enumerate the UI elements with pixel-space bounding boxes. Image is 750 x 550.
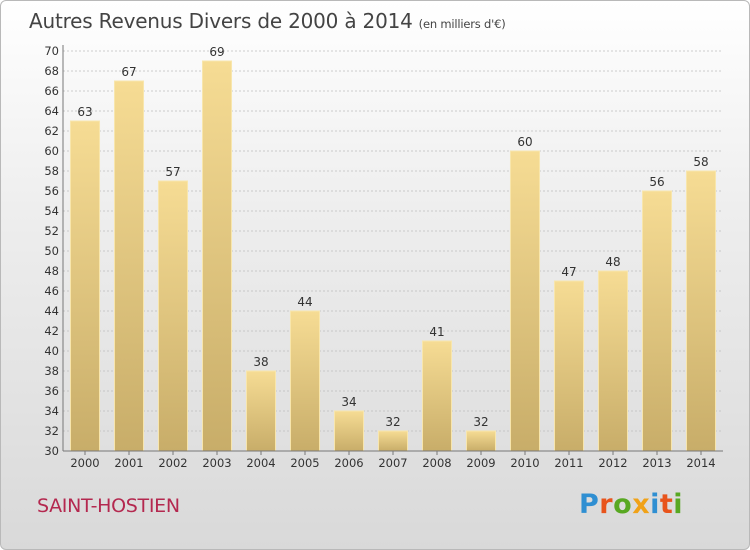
x-tick-label: 2010 bbox=[510, 456, 539, 470]
bar bbox=[597, 270, 629, 452]
y-tick-label: 56 bbox=[44, 184, 59, 198]
bar-value-label: 41 bbox=[429, 325, 444, 339]
logo-letter: i bbox=[650, 489, 660, 520]
proxiti-logo: Proxiti bbox=[579, 489, 683, 520]
logo-letter: x bbox=[632, 489, 651, 520]
bar-value-label: 57 bbox=[165, 165, 180, 179]
x-tick-label: 2012 bbox=[598, 456, 627, 470]
bar-value-label: 48 bbox=[605, 255, 620, 269]
x-tick-label: 2002 bbox=[158, 456, 187, 470]
axes: 30 32 34 36 38 40 42 44 46 48 50 52 54 56 58 60 62 64 66 68… bbox=[44, 44, 723, 470]
bar bbox=[685, 170, 717, 452]
y-tick-label: 40 bbox=[44, 344, 59, 358]
bar bbox=[113, 80, 145, 452]
y-tick-label: 64 bbox=[44, 104, 59, 118]
bar-value-label: 38 bbox=[253, 355, 268, 369]
x-tick-label: 2009 bbox=[466, 456, 495, 470]
y-tick-label: 50 bbox=[44, 244, 59, 258]
bar bbox=[509, 150, 541, 452]
bar bbox=[333, 410, 365, 452]
y-tick-label: 44 bbox=[44, 304, 59, 318]
y-tick-label: 54 bbox=[44, 204, 59, 218]
chart-title-text: Autres Revenus Divers de 2000 à 2014 bbox=[29, 9, 413, 33]
y-tick-label: 48 bbox=[44, 264, 59, 278]
bar-value-label: 67 bbox=[121, 65, 136, 79]
bar bbox=[641, 190, 673, 452]
bar bbox=[553, 280, 585, 452]
y-tick-label: 38 bbox=[44, 364, 59, 378]
chart-title-unit: (en milliers d'€) bbox=[418, 17, 506, 31]
x-tick-label: 2000 bbox=[70, 456, 99, 470]
bars: 63 67 57 69 38 44 34 32 41 32 60 47 48 56 58 bbox=[69, 45, 717, 452]
y-tick-label: 60 bbox=[44, 144, 59, 158]
y-tick-label: 68 bbox=[44, 64, 59, 78]
y-tick-label: 30 bbox=[44, 444, 59, 458]
bar bbox=[377, 430, 409, 452]
logo-letter: r bbox=[599, 489, 614, 520]
bar-value-label: 63 bbox=[77, 105, 92, 119]
bar-value-label: 44 bbox=[297, 295, 312, 309]
x-tick-label: 2004 bbox=[246, 456, 275, 470]
y-tick-label: 58 bbox=[44, 164, 59, 178]
x-tick-label: 2006 bbox=[334, 456, 363, 470]
y-tick-label: 52 bbox=[44, 224, 59, 238]
x-tick-label: 2007 bbox=[378, 456, 407, 470]
bar bbox=[69, 120, 101, 452]
bar-value-label: 47 bbox=[561, 265, 576, 279]
bar-value-label: 34 bbox=[341, 395, 356, 409]
y-tick-label: 66 bbox=[44, 84, 59, 98]
chart-title: Autres Revenus Divers de 2000 à 2014 (en … bbox=[29, 9, 506, 33]
bar-value-label: 32 bbox=[385, 415, 400, 429]
y-tick-label: 36 bbox=[44, 384, 59, 398]
x-tick-label: 2008 bbox=[422, 456, 451, 470]
x-tick-label: 2011 bbox=[554, 456, 583, 470]
x-tick-label: 2003 bbox=[202, 456, 231, 470]
bar bbox=[289, 310, 321, 452]
y-tick-label: 70 bbox=[44, 44, 59, 58]
bar-value-label: 32 bbox=[473, 415, 488, 429]
x-tick-label: 2013 bbox=[642, 456, 671, 470]
logo-letter: i bbox=[673, 489, 684, 520]
bar bbox=[157, 180, 189, 452]
logo-letter: o bbox=[613, 489, 633, 520]
y-tick-label: 46 bbox=[44, 284, 59, 298]
bar bbox=[245, 370, 277, 452]
place-name: SAINT-HOSTIEN bbox=[37, 495, 180, 517]
bar bbox=[201, 60, 233, 452]
y-tick-label: 34 bbox=[44, 404, 59, 418]
logo-letter: t bbox=[659, 489, 674, 520]
bar bbox=[421, 340, 453, 452]
y-tick-label: 32 bbox=[44, 424, 59, 438]
logo-letter: P bbox=[579, 489, 600, 520]
y-tick-label: 62 bbox=[44, 124, 59, 138]
x-tick-label: 2005 bbox=[290, 456, 319, 470]
y-tick-label: 42 bbox=[44, 324, 59, 338]
bar-value-label: 56 bbox=[649, 175, 664, 189]
bar-value-label: 58 bbox=[693, 155, 708, 169]
bar-value-label: 60 bbox=[517, 135, 532, 149]
bar-value-label: 69 bbox=[209, 45, 224, 59]
bar bbox=[465, 430, 497, 452]
x-tick-label: 2001 bbox=[114, 456, 143, 470]
x-tick-label: 2014 bbox=[686, 456, 715, 470]
